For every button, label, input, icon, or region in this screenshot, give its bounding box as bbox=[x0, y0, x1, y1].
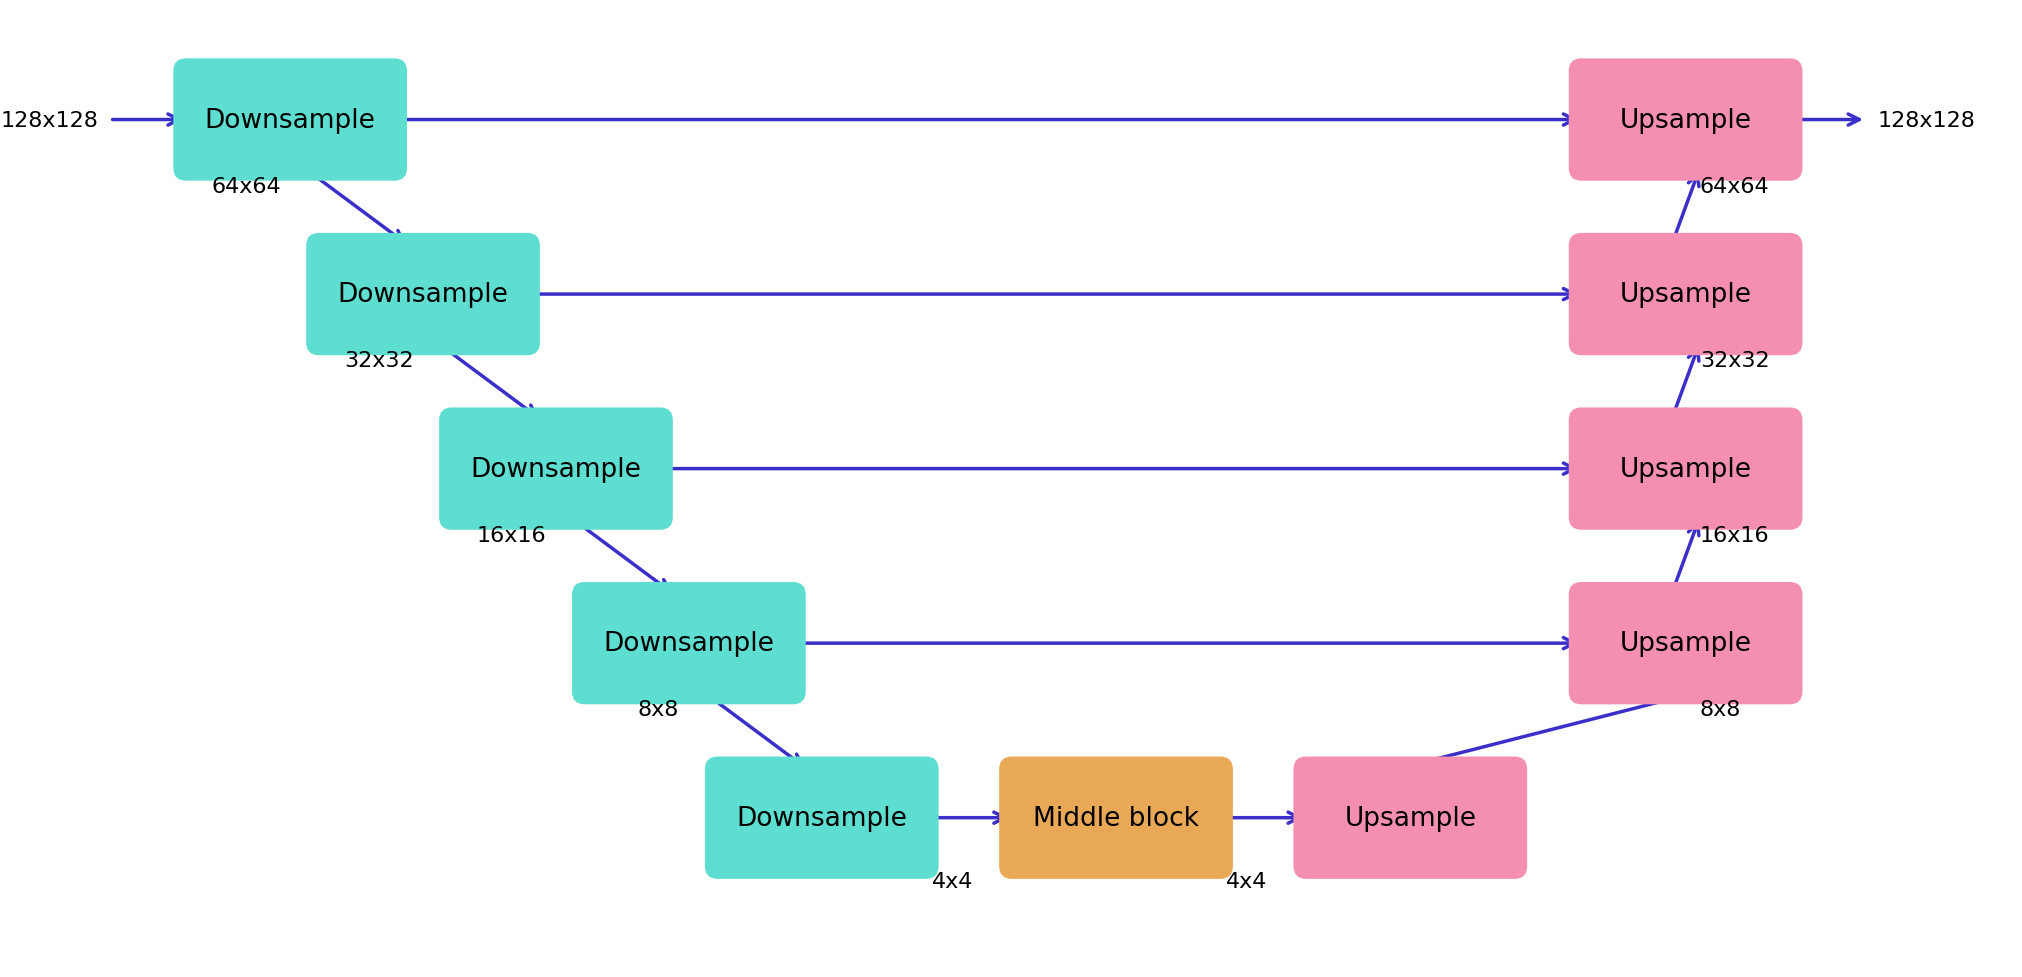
Text: Upsample: Upsample bbox=[1620, 630, 1751, 657]
FancyBboxPatch shape bbox=[1569, 61, 1802, 181]
Text: 32x32: 32x32 bbox=[344, 351, 415, 371]
Text: Downsample: Downsample bbox=[603, 630, 774, 657]
Text: Downsample: Downsample bbox=[736, 805, 908, 830]
FancyBboxPatch shape bbox=[1569, 409, 1802, 530]
Text: Upsample: Upsample bbox=[1620, 281, 1751, 308]
Text: Downsample: Downsample bbox=[338, 281, 508, 308]
FancyBboxPatch shape bbox=[174, 61, 406, 181]
Text: Downsample: Downsample bbox=[471, 456, 641, 482]
Text: 64x64: 64x64 bbox=[210, 177, 281, 196]
FancyBboxPatch shape bbox=[1569, 583, 1802, 703]
Text: 128x128: 128x128 bbox=[0, 110, 99, 130]
Text: Middle block: Middle block bbox=[1033, 805, 1199, 830]
Text: 16x16: 16x16 bbox=[477, 526, 546, 545]
FancyBboxPatch shape bbox=[572, 583, 805, 703]
FancyBboxPatch shape bbox=[441, 409, 671, 530]
Text: Upsample: Upsample bbox=[1345, 805, 1476, 830]
Text: 16x16: 16x16 bbox=[1701, 526, 1769, 545]
Text: 4x4: 4x4 bbox=[1225, 871, 1268, 891]
Text: Upsample: Upsample bbox=[1620, 107, 1751, 134]
FancyBboxPatch shape bbox=[706, 758, 938, 878]
FancyBboxPatch shape bbox=[307, 234, 538, 355]
Text: 32x32: 32x32 bbox=[1701, 351, 1769, 371]
Text: 64x64: 64x64 bbox=[1701, 177, 1769, 196]
Text: 128x128: 128x128 bbox=[1876, 110, 1975, 130]
Text: Upsample: Upsample bbox=[1620, 456, 1751, 482]
Text: 4x4: 4x4 bbox=[932, 871, 973, 891]
Text: Downsample: Downsample bbox=[204, 107, 376, 134]
FancyBboxPatch shape bbox=[1001, 758, 1231, 878]
Text: 8x8: 8x8 bbox=[639, 700, 679, 720]
FancyBboxPatch shape bbox=[1294, 758, 1527, 878]
FancyBboxPatch shape bbox=[1569, 234, 1802, 355]
Text: 8x8: 8x8 bbox=[1701, 700, 1741, 720]
